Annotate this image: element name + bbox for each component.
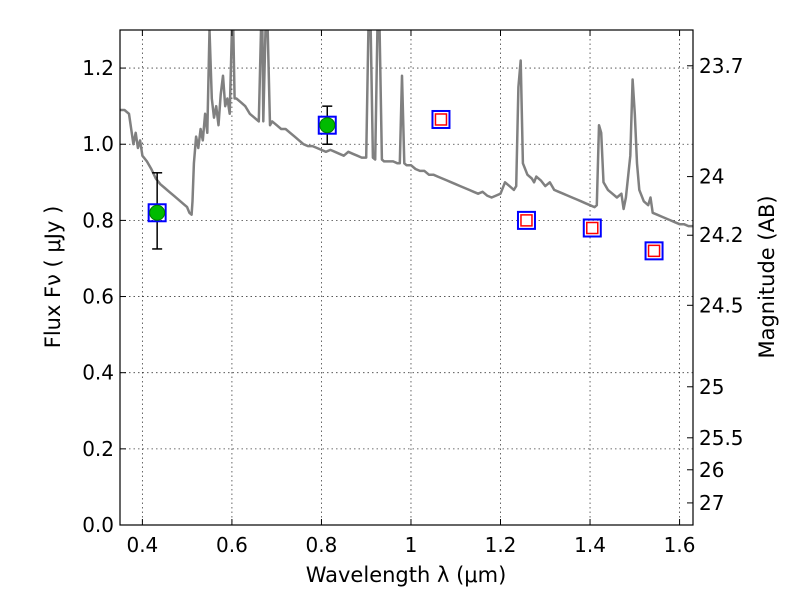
photometry-markers: [147, 105, 664, 261]
spectrum-series: [120, 30, 693, 228]
right-tick-label: 24.2: [699, 223, 744, 247]
right-tick-label: 24.5: [699, 293, 744, 317]
right-tick-label: 23.7: [699, 54, 744, 78]
observed-point: [149, 204, 166, 221]
x-tick-label: 0.6: [216, 533, 248, 557]
observed-point: [319, 117, 336, 134]
right-tick-label: 27: [699, 491, 724, 515]
right-tick-label: 24: [699, 165, 724, 189]
y-tick-label: 0.2: [82, 437, 114, 461]
x-tick-label: 1.4: [574, 533, 606, 557]
y-tick-label: 1.2: [82, 56, 114, 80]
upper-limit-square: [586, 221, 599, 235]
y-tick-label: 0.0: [82, 513, 114, 537]
x-tick-label: 1.2: [485, 533, 517, 557]
right-tick-label: 26: [699, 458, 724, 482]
plot-frame: [119, 29, 694, 526]
model-square: [644, 241, 664, 261]
x-tick-label: 0.8: [306, 533, 338, 557]
y-axis-right-label: Magnitude (AB): [755, 195, 779, 358]
right-tick-label: 25: [699, 375, 724, 399]
x-tick-label: 0.4: [126, 533, 158, 557]
model-square: [516, 210, 536, 230]
model-square: [582, 218, 602, 238]
y-tick-label: 1.0: [82, 132, 114, 156]
model-square: [317, 115, 337, 135]
axis-ticks: 0.4 0.6 0.8 1 1.2 1.4 1.6 0.0 0.2 0.4 0.6 0.8 1.0 1.2…: [82, 30, 744, 557]
upper-limit-square: [434, 113, 448, 126]
upper-limit-square: [647, 244, 661, 258]
x-tick-label: 1: [405, 533, 418, 557]
right-tick-label: 25.5: [699, 426, 744, 450]
y-tick-label: 0.8: [82, 208, 114, 232]
upper-limit-square: [520, 214, 533, 227]
x-tick-label: 1.6: [664, 533, 696, 557]
spectrum-line: [120, 30, 693, 228]
y-axis-label: Flux Fν ( μJy ): [41, 206, 65, 349]
y-tick-label: 0.4: [82, 361, 114, 385]
model-square: [431, 109, 451, 129]
y-tick-label: 0.6: [82, 285, 114, 309]
grid: [120, 30, 693, 526]
x-axis-label: Wavelength λ (μm): [306, 563, 507, 587]
model-square: [147, 203, 167, 223]
